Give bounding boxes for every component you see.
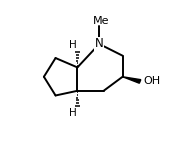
Text: H: H — [69, 40, 77, 50]
Text: Me: Me — [92, 16, 109, 26]
Text: N: N — [95, 38, 104, 50]
Text: H: H — [69, 108, 77, 118]
Polygon shape — [123, 77, 141, 83]
Text: OH: OH — [144, 76, 161, 86]
